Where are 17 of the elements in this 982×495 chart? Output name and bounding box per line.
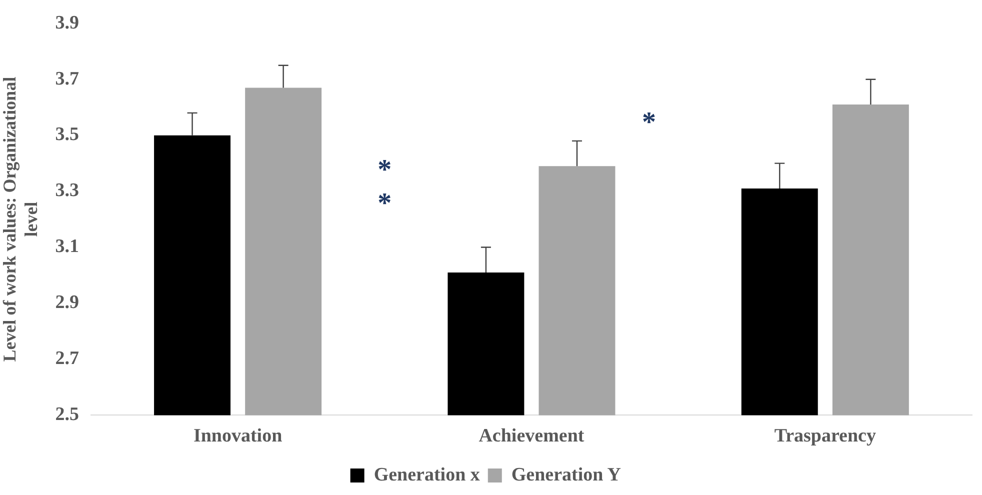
y-tick-label: 3.7: [55, 68, 80, 90]
y-tick-label: 2.9: [55, 292, 79, 314]
y-tick-label: 2.5: [55, 404, 79, 426]
y-tick-label: 3.9: [55, 12, 79, 34]
y-axis-title: Level of work values: Organizational level: [0, 76, 42, 362]
x-tick-label: Achievement: [478, 426, 585, 447]
annotation: *: [378, 188, 392, 220]
y-tick-label: 3.5: [55, 124, 79, 146]
x-tick-label: Innovation: [193, 426, 283, 447]
legend-label: Generation Y: [511, 464, 622, 486]
y-tick-label: 2.7: [55, 348, 80, 370]
y-tick-label: 3.3: [55, 180, 79, 202]
y-tick-label: 3.1: [55, 236, 79, 258]
legend-label: Generation x: [374, 464, 480, 486]
annotation: *: [378, 154, 392, 186]
x-tick-label: Trasparency: [774, 426, 876, 447]
annotation: *: [642, 106, 656, 138]
